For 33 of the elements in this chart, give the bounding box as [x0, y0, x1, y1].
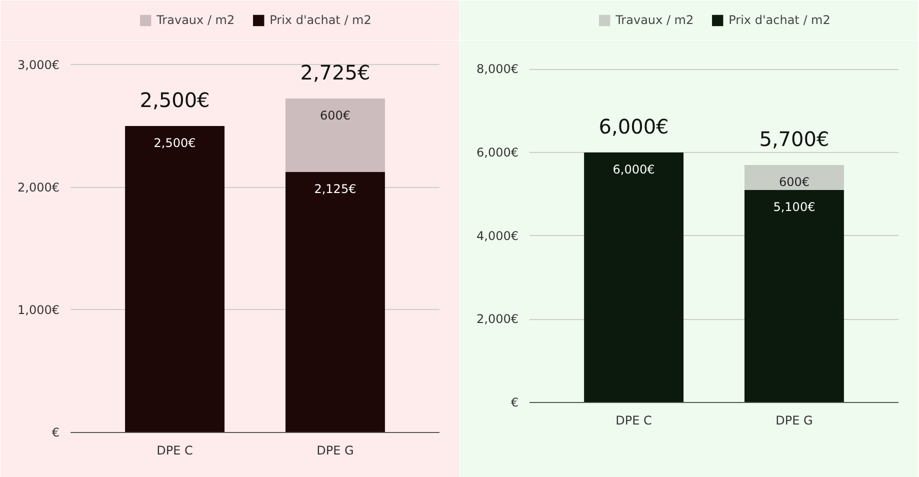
y-tick-label: €	[52, 426, 60, 440]
total-label: 2,500€	[140, 88, 210, 112]
bar	[744, 190, 844, 402]
y-tick-label: 6,000€	[476, 146, 519, 160]
data-label: 6,000€	[612, 162, 655, 176]
y-tick-label: 8,000€	[476, 62, 519, 76]
total-label: 5,700€	[759, 127, 830, 151]
y-tick-label: €	[510, 396, 519, 410]
legend-label: Prix d'achat / m2	[270, 13, 372, 27]
y-tick-label: 3,000€	[18, 58, 60, 72]
bar	[285, 172, 385, 432]
data-label: 600€	[778, 175, 810, 189]
y-tick-label: 2,000€	[18, 180, 60, 194]
data-label: 2,125€	[314, 182, 356, 196]
data-label: 2,500€	[154, 136, 196, 150]
x-tick-label: DPE G	[316, 444, 354, 458]
bar	[744, 165, 844, 190]
bar	[285, 98, 385, 172]
bar	[584, 152, 684, 402]
total-label: 6,000€	[598, 114, 669, 138]
y-tick-label: 1,000€	[18, 302, 60, 317]
x-tick-label: DPE G	[776, 414, 813, 428]
x-tick-label: DPE C	[616, 414, 652, 428]
y-tick-label: 2,000€	[476, 312, 519, 326]
bar	[125, 126, 225, 432]
legend-label: Travaux / m2	[616, 13, 694, 27]
total-label: 2,725€	[300, 60, 370, 84]
data-label: 5,100€	[773, 200, 816, 214]
data-label: 600€	[320, 108, 350, 122]
y-tick-label: 4,000€	[476, 228, 519, 243]
legend-label: Travaux / m2	[156, 13, 235, 27]
x-tick-label: DPE C	[156, 444, 193, 458]
legend-label: Prix d'achat / m2	[728, 13, 830, 27]
